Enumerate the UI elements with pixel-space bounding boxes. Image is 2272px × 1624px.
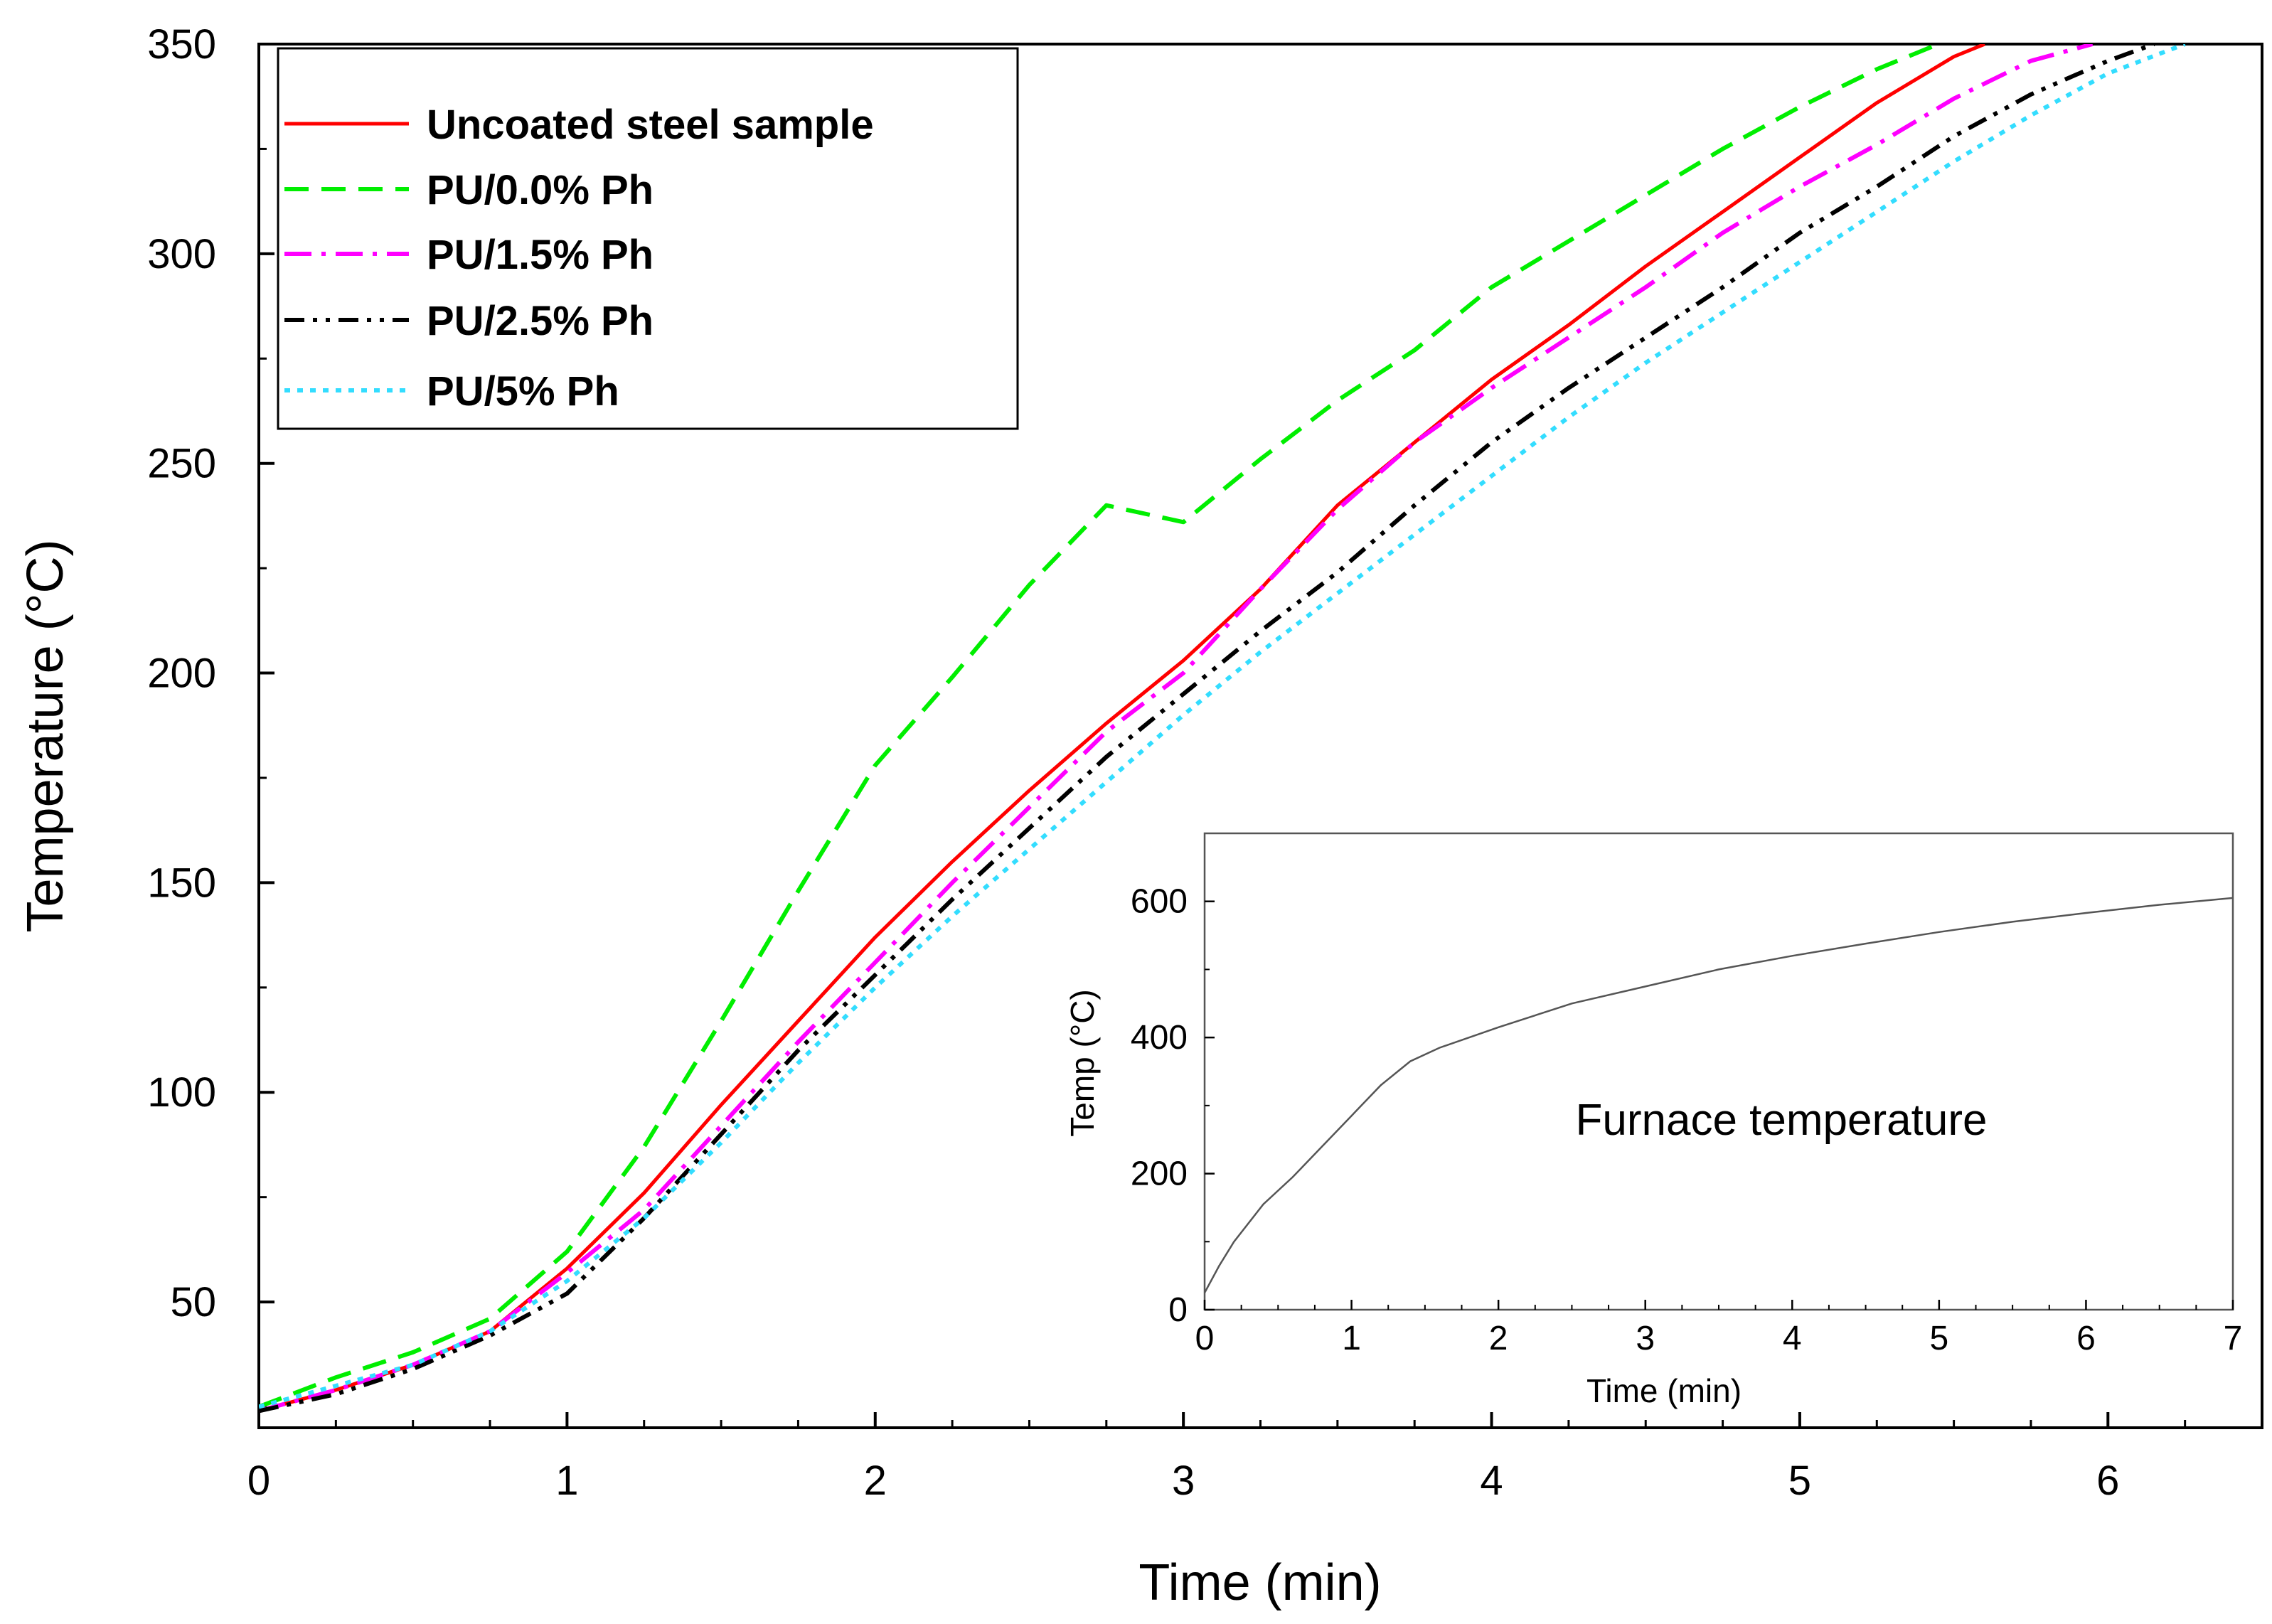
inset-x-tick-label: 1 bbox=[1342, 1320, 1361, 1357]
y-tick-label: 250 bbox=[147, 441, 216, 487]
x-axis-title: Time (min) bbox=[1138, 1554, 1381, 1611]
inset-series-line bbox=[1203, 897, 2234, 1293]
inset-y-tick-labels: 0 200 400 600 bbox=[1131, 883, 1188, 1329]
main-chart: 0 1 2 3 4 5 6 50 100 150 200 250 300 350… bbox=[17, 21, 2263, 1611]
legend-label: PU/0.0% Ph bbox=[427, 167, 654, 213]
legend-label: PU/2.5% Ph bbox=[427, 298, 654, 344]
main-series-group bbox=[259, 44, 2186, 1414]
y-tick-label: 300 bbox=[147, 231, 216, 277]
legend-label: PU/1.5% Ph bbox=[427, 232, 654, 278]
legend-items: Uncoated steel sample PU/0.0% Ph PU/1.5%… bbox=[284, 102, 874, 415]
inset-axis-ticks bbox=[1203, 900, 2234, 1311]
series-line bbox=[259, 44, 2094, 1414]
inset-x-tick-label: 3 bbox=[1636, 1320, 1655, 1357]
x-tick-label: 4 bbox=[1480, 1458, 1503, 1504]
y-axis-title: Temperature (°C) bbox=[17, 540, 74, 933]
inset-background bbox=[1202, 830, 2233, 1357]
main-y-tick-labels: 50 100 150 200 250 300 350 bbox=[147, 21, 216, 1325]
inset-y-tick-label: 600 bbox=[1131, 883, 1188, 921]
inset-annotation: Furnace temperature bbox=[1576, 1096, 1988, 1145]
y-tick-label: 200 bbox=[147, 651, 216, 697]
inset-x-axis-title: Time (min) bbox=[1586, 1372, 1742, 1409]
main-x-tick-labels: 0 1 2 3 4 5 6 bbox=[247, 1458, 2120, 1504]
inset-x-tick-label: 6 bbox=[2076, 1320, 2096, 1357]
inset-x-tick-labels: 0 1 2 3 4 5 6 7 bbox=[1195, 1320, 2243, 1357]
inset-y-tick-label: 400 bbox=[1131, 1019, 1188, 1057]
y-tick-label: 150 bbox=[147, 860, 216, 906]
x-tick-label: 5 bbox=[1788, 1458, 1811, 1504]
inset-series-group bbox=[1203, 897, 2234, 1293]
x-tick-label: 6 bbox=[2096, 1458, 2119, 1504]
inset-x-tick-label: 5 bbox=[1930, 1320, 1949, 1357]
y-tick-label: 50 bbox=[170, 1279, 216, 1325]
inset-x-tick-label: 7 bbox=[2224, 1320, 2243, 1357]
series-line bbox=[259, 44, 2186, 1409]
y-tick-label: 350 bbox=[147, 21, 216, 68]
inset-x-tick-label: 4 bbox=[1783, 1320, 1802, 1357]
main-axis-ticks bbox=[257, 43, 2187, 1428]
x-tick-label: 3 bbox=[1172, 1458, 1195, 1504]
series-line bbox=[259, 44, 1985, 1413]
x-tick-label: 0 bbox=[247, 1458, 270, 1504]
legend-box bbox=[277, 47, 1019, 430]
series-line bbox=[259, 44, 1940, 1409]
inset-y-tick-label: 200 bbox=[1131, 1155, 1188, 1193]
inset-y-axis-title: Temp (°C) bbox=[1064, 989, 1101, 1137]
x-tick-label: 1 bbox=[555, 1458, 578, 1504]
inset-x-tick-label: 2 bbox=[1489, 1320, 1508, 1357]
inset-chart: 0 1 2 3 4 5 6 7 0 200 400 600 Time (min)… bbox=[1064, 830, 2242, 1409]
x-tick-label: 2 bbox=[864, 1458, 887, 1504]
legend-label: Uncoated steel sample bbox=[427, 102, 874, 148]
inset-y-tick-label: 0 bbox=[1168, 1291, 1188, 1329]
y-tick-label: 100 bbox=[147, 1069, 216, 1116]
inset-x-tick-label: 0 bbox=[1195, 1320, 1215, 1357]
legend: Uncoated steel sample PU/0.0% Ph PU/1.5%… bbox=[277, 47, 1019, 430]
legend-label: PU/5% Ph bbox=[427, 368, 619, 415]
